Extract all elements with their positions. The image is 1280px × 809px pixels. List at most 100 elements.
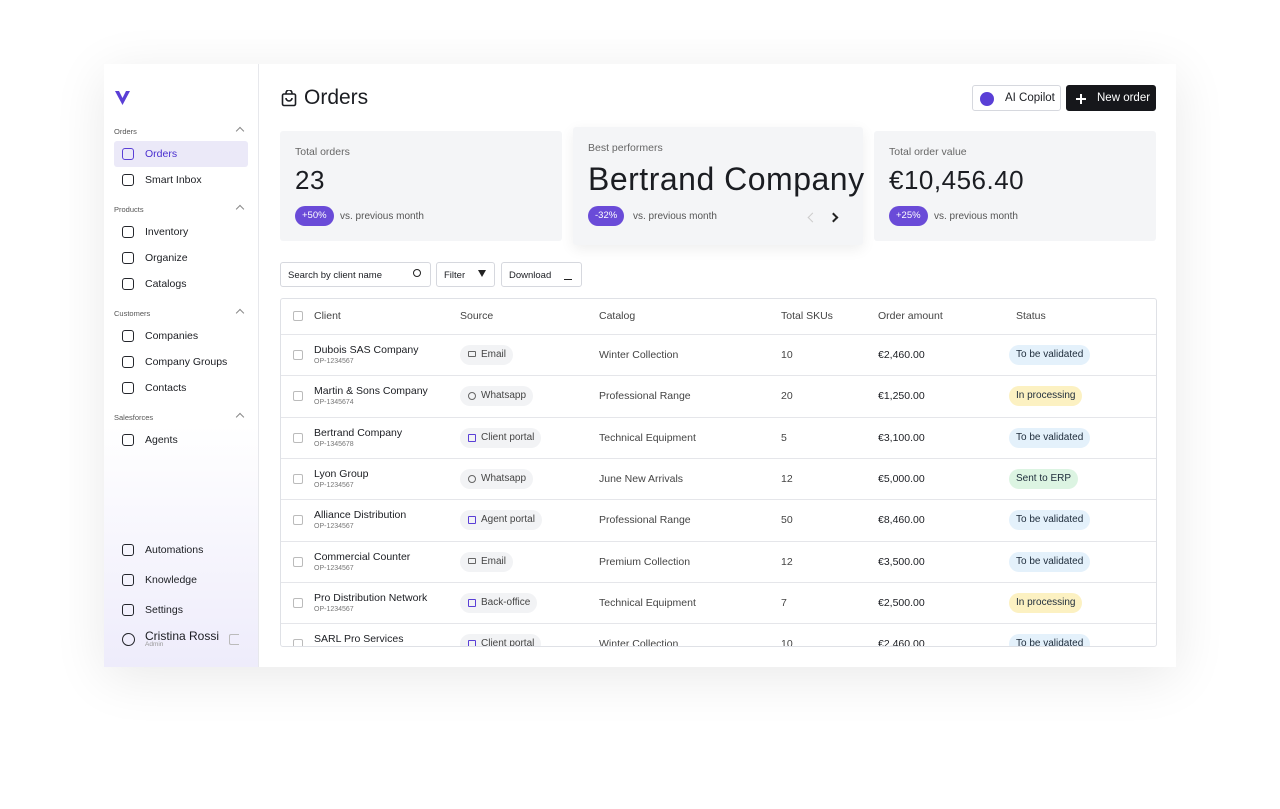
stat-label: Best performers: [588, 142, 663, 154]
checkbox[interactable]: [293, 515, 303, 526]
table-row[interactable]: Lyon Group OP-1234567 Whatsapp June New Arr…: [281, 457, 1156, 499]
column-header: Order amount: [878, 310, 943, 322]
nav-item[interactable]: Knowledge: [114, 567, 248, 593]
button-label: Download: [509, 270, 552, 281]
nav-item[interactable]: Contacts: [114, 375, 248, 401]
total-skus: 12: [781, 555, 793, 568]
change-pill: -32%: [588, 206, 625, 226]
table-row[interactable]: Bertrand Company OP-1345678 Client portal T…: [281, 416, 1156, 458]
status-pill: To be validated: [1009, 510, 1091, 531]
logo: [115, 91, 130, 105]
order-id: OP-1345678: [314, 440, 354, 448]
checkbox[interactable]: [293, 639, 303, 646]
orders-table: Client Source Catalog Total SKUs Order amoun…: [280, 298, 1157, 647]
column-header: Client: [314, 310, 341, 322]
nav-item[interactable]: Inventory: [114, 219, 248, 245]
source-label: Client portal: [481, 638, 535, 647]
checkbox[interactable]: [293, 391, 303, 402]
checkbox[interactable]: [293, 556, 303, 567]
source-label: Whatsapp: [481, 472, 527, 484]
status-pill: To be validated: [1009, 427, 1091, 448]
prev-arrow[interactable]: [807, 212, 818, 223]
catalog: Winter Collection: [599, 638, 679, 647]
search-placeholder: Search by client name: [288, 270, 382, 281]
section-title: Products: [114, 205, 144, 214]
order-id: OP-1234567: [314, 605, 354, 613]
source-pill: Agent portal: [460, 510, 542, 531]
column-header: Catalog: [599, 310, 636, 322]
catalog: Technical Equipment: [599, 431, 696, 444]
nav-label: Companies: [145, 330, 199, 342]
stat-value: €10,456.40: [889, 165, 1025, 195]
nav-icon: [122, 148, 134, 160]
source-icon: [468, 516, 476, 525]
checkbox[interactable]: [293, 350, 303, 360]
total-skus: 12: [781, 472, 793, 485]
nav-icon: [122, 382, 134, 394]
table-row[interactable]: Pro Distribution Network OP-1234567 Back-o…: [281, 581, 1156, 623]
filter-button[interactable]: Filter: [436, 262, 495, 287]
catalog: Professional Range: [599, 390, 691, 403]
nav-label: Automations: [145, 544, 204, 556]
stat-card: Total orders 23 +50% vs. previous month: [280, 131, 562, 241]
nav-item[interactable]: Company Groups: [114, 349, 248, 375]
nav-icon: [122, 226, 134, 238]
source-label: Back-office: [481, 596, 531, 608]
button-label: AI Copilot: [1005, 92, 1055, 104]
chevron: [235, 126, 245, 136]
source-pill: Email: [460, 345, 514, 365]
order-id: OP-1234567: [314, 564, 354, 572]
stat-value: 23: [295, 165, 325, 195]
stat-card: Total order value €10,456.40 +25% vs. previ…: [874, 131, 1156, 241]
catalog: Premium Collection: [599, 555, 691, 568]
table-row[interactable]: Martin & Sons Company OP-1345674 Whatsapp P…: [281, 375, 1156, 416]
source-icon: [468, 433, 476, 442]
nav-item[interactable]: Smart Inbox: [114, 167, 248, 193]
nav-item[interactable]: Organize: [114, 245, 248, 271]
chevron: [235, 308, 245, 318]
new-order-button[interactable]: New order: [1066, 85, 1156, 111]
download-button[interactable]: Download: [501, 262, 582, 287]
user-name: Cristina Rossi: [145, 629, 220, 643]
total-skus: 10: [781, 638, 793, 647]
nav-item[interactable]: Companies: [114, 323, 248, 349]
nav-item[interactable]: Orders: [114, 141, 248, 167]
order-amount: €3,500.00: [878, 555, 925, 568]
order-amount: €2,500.00: [878, 596, 925, 609]
change-pill: +25%: [889, 206, 928, 226]
catalog: Winter Collection: [599, 349, 679, 361]
nav-item[interactable]: Automations: [114, 537, 248, 563]
nav-item[interactable]: Agents: [114, 427, 248, 453]
catalog: June New Arrivals: [599, 472, 684, 485]
search-input[interactable]: Search by client name: [280, 262, 431, 287]
source-icon: [468, 392, 476, 401]
user-role: Admin: [145, 641, 164, 648]
order-id: OP-1234567: [314, 523, 354, 531]
download-icon: [564, 269, 572, 280]
checkbox[interactable]: [293, 597, 303, 608]
nav-item[interactable]: Catalogs: [114, 271, 248, 297]
checkbox[interactable]: [293, 311, 303, 321]
status-pill: To be validated: [1009, 551, 1091, 572]
search-icon: [413, 269, 421, 277]
nav-icon: [122, 604, 134, 616]
table-row[interactable]: SARL Pro ServicesOP-1234567Client portal…: [281, 623, 1156, 647]
nav-label: Orders: [145, 148, 178, 160]
total-skus: 50: [781, 514, 793, 527]
nav-item[interactable]: Settings: [114, 597, 248, 623]
source-pill: Client portal: [460, 634, 542, 647]
order-amount: €8,460.00: [878, 514, 925, 527]
ai-copilot-button[interactable]: AI Copilot: [972, 85, 1061, 111]
checkbox[interactable]: [293, 473, 303, 484]
order-amount: €5,000.00: [878, 472, 925, 485]
next-arrow[interactable]: [828, 212, 839, 223]
status-pill: In processing: [1009, 592, 1083, 613]
table-row[interactable]: Alliance Distribution OP-1234567 Agent por…: [281, 499, 1156, 540]
logout-icon[interactable]: [229, 634, 239, 645]
main: Orders AI Copilot New order Total orders 23 +…: [259, 64, 1176, 667]
checkbox[interactable]: [293, 432, 303, 443]
orders-icon: [281, 90, 297, 107]
nav-icon: [122, 278, 134, 290]
table-row[interactable]: Dubois SAS Company OP-1234567 Email Winter …: [281, 334, 1156, 375]
table-row[interactable]: Commercial Counter OP-1234567 Email Premium…: [281, 540, 1156, 582]
